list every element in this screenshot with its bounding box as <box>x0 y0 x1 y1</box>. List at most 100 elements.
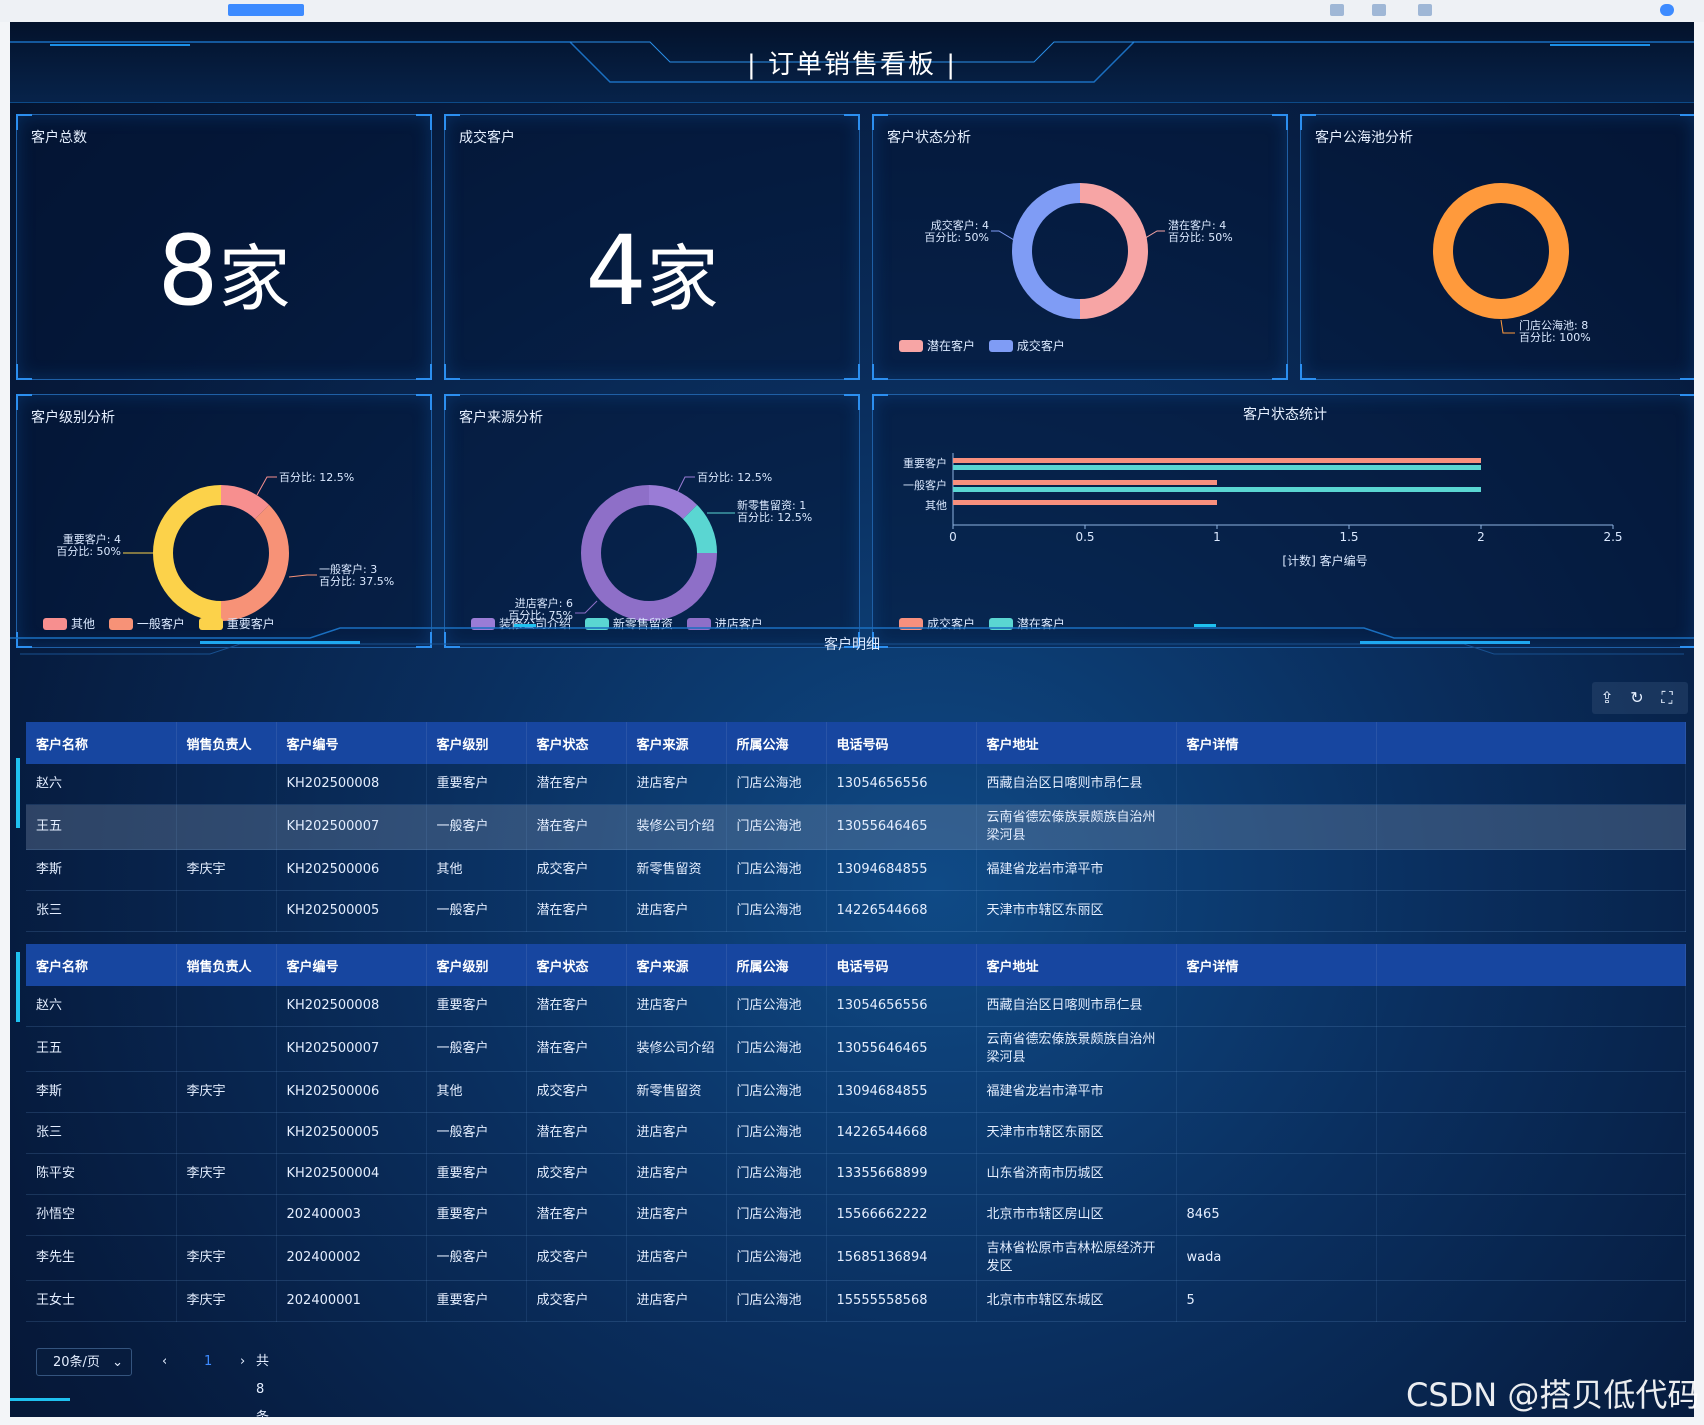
table-cell: KH202500005 <box>276 1112 427 1154</box>
column-header[interactable]: 所属公海 <box>726 944 827 986</box>
table-cell: 天津市市辖区东丽区 <box>976 1112 1177 1154</box>
column-header[interactable]: 客户级别 <box>426 722 527 764</box>
table-cell: 门店公海池 <box>726 849 827 891</box>
bar-potential[interactable] <box>953 465 1481 470</box>
legend-item[interactable]: 潜在客户 <box>899 337 975 354</box>
legend-item[interactable]: 一般客户 <box>108 615 185 632</box>
pie-slice-normal[interactable] <box>221 504 289 621</box>
table-cell <box>176 986 277 1027</box>
table-cell: 赵六 <box>26 986 177 1027</box>
bar-deal[interactable] <box>953 480 1217 485</box>
column-header[interactable]: 客户编号 <box>276 944 427 986</box>
panel-title: 客户总数 <box>31 130 87 146</box>
pie-slice-important[interactable] <box>153 485 221 621</box>
table-cell <box>176 890 277 932</box>
pie-label: 成交客户: 4 <box>931 218 989 232</box>
column-header[interactable]: 客户详情 <box>1176 944 1377 986</box>
table-row[interactable]: 王五 KH202500007 一般客户 潜在客户 装修公司介绍 门店公海池 13055646… <box>26 1026 1686 1072</box>
table-row[interactable]: 赵六 KH202500008 重要客户 潜在客户 进店客户 门店公海池 1305465655… <box>26 764 1686 805</box>
table-cell <box>176 1112 277 1154</box>
column-header[interactable]: 客户状态 <box>526 722 627 764</box>
table-cell: 门店公海池 <box>726 1280 827 1322</box>
table-cell: 赵六 <box>26 764 177 805</box>
table-cell: 天津市市辖区东丽区 <box>976 890 1177 932</box>
table-cell: wada <box>1176 1235 1377 1281</box>
pie-slice-store-pool[interactable] <box>1433 183 1569 319</box>
table-cell-spacer <box>1376 986 1686 1027</box>
bar-potential[interactable] <box>953 487 1481 492</box>
table-cell: KH202500007 <box>276 1026 427 1072</box>
table-row[interactable]: 王五 KH202500007 一般客户 潜在客户 装修公司介绍 门店公海池 13055646… <box>26 804 1686 850</box>
pie-slice-decoration[interactable] <box>649 485 698 520</box>
status-pie-panel: 客户状态分析 潜在客户: 4 百分比: 50% 成交客户: 4 百分比: 50%… <box>872 114 1288 380</box>
next-page-button[interactable]: › <box>240 1354 246 1369</box>
table-row[interactable]: 张三 KH202500005 一般客户 潜在客户 进店客户 门店公海池 1422654466… <box>26 890 1686 932</box>
table-row[interactable]: 李斯 李庆宇 KH202500006 其他 成交客户 新零售留资 门店公海池 13094684… <box>26 1071 1686 1113</box>
customer-table: 客户名称 销售负责人 客户编号 客户级别 客户状态 客户来源 所属公海 电话号码 客户地址 客户详… <box>26 944 1686 1322</box>
detail-header-frame <box>10 624 1694 655</box>
panel-title: 客户来源分析 <box>459 410 543 426</box>
prev-page-button[interactable]: ‹ <box>162 1354 168 1369</box>
bar-deal[interactable] <box>953 458 1481 463</box>
legend-item[interactable]: 成交客户 <box>988 337 1065 354</box>
table-cell: 进店客户 <box>626 890 727 932</box>
browser-icon[interactable] <box>1372 4 1386 16</box>
pie-slice-walk-in[interactable] <box>581 485 717 621</box>
table-row[interactable]: 孙悟空 202400003 重要客户 潜在客户 进店客户 门店公海池 15566662222… <box>26 1194 1686 1236</box>
table-cell: 重要客户 <box>426 764 527 805</box>
column-header[interactable]: 客户编号 <box>276 722 427 764</box>
legend-item[interactable]: 其他 <box>43 615 95 632</box>
chart-title: 客户状态统计 <box>1243 406 1327 423</box>
column-header[interactable]: 电话号码 <box>826 944 977 986</box>
table-row[interactable]: 王女士 李庆宇 202400001 重要客户 成交客户 进店客户 门店公海池 15555558… <box>26 1280 1686 1322</box>
table-cell: 李庆宇 <box>176 849 277 891</box>
column-header[interactable]: 客户来源 <box>626 944 727 986</box>
page-number[interactable]: 1 <box>204 1354 213 1369</box>
legend-item[interactable]: 重要客户 <box>198 615 275 632</box>
table-row[interactable]: 赵六 KH202500008 重要客户 潜在客户 进店客户 门店公海池 1305465655… <box>26 986 1686 1027</box>
table-cell: 5 <box>1176 1280 1377 1322</box>
table-cell: KH202500008 <box>276 986 427 1027</box>
column-header-spacer <box>1376 722 1686 764</box>
column-header[interactable]: 客户状态 <box>526 944 627 986</box>
column-header[interactable]: 销售负责人 <box>176 944 277 986</box>
table-row[interactable]: 李斯 李庆宇 KH202500006 其他 成交客户 新零售留资 门店公海池 13094684… <box>26 849 1686 891</box>
column-header[interactable]: 客户来源 <box>626 722 727 764</box>
table-row[interactable]: 李先生 李庆宇 202400002 一般客户 成交客户 进店客户 门店公海池 15685136… <box>26 1235 1686 1281</box>
fullscreen-icon[interactable]: ⛶ <box>1661 688 1673 707</box>
bar-deal[interactable] <box>953 500 1217 505</box>
table-cell: 李庆宇 <box>176 1235 277 1281</box>
column-header[interactable]: 客户详情 <box>1176 722 1377 764</box>
browser-icon[interactable] <box>1418 4 1432 16</box>
pie-slice-new-retail[interactable] <box>682 504 717 553</box>
profile-icon[interactable] <box>1660 4 1674 16</box>
pie-slice-other[interactable] <box>221 485 270 520</box>
browser-icon[interactable] <box>1330 4 1344 16</box>
browser-tab[interactable] <box>228 4 304 16</box>
column-header[interactable]: 客户地址 <box>976 944 1177 986</box>
table-row[interactable]: 陈平安 李庆宇 KH202500004 重要客户 成交客户 进店客户 门店公海池 133556… <box>26 1153 1686 1195</box>
table-cell: 一般客户 <box>426 1235 527 1281</box>
export-icon[interactable]: ⇪ <box>1600 688 1614 707</box>
pie-slice-deal[interactable] <box>1012 183 1080 319</box>
table-cell <box>176 764 277 805</box>
column-header[interactable]: 客户级别 <box>426 944 527 986</box>
column-header[interactable]: 电话号码 <box>826 722 977 764</box>
table-cell <box>1176 890 1377 932</box>
page-size-select[interactable]: 20条/页 ⌄ <box>36 1348 132 1376</box>
pie-slice-potential[interactable] <box>1080 183 1148 319</box>
pie-label: 百分比: 50% <box>56 545 121 558</box>
column-header[interactable]: 客户地址 <box>976 722 1177 764</box>
table-cell: 15555558568 <box>826 1280 977 1322</box>
column-header[interactable]: 客户名称 <box>26 944 177 986</box>
column-header[interactable]: 客户名称 <box>26 722 177 764</box>
column-header[interactable]: 所属公海 <box>726 722 827 764</box>
kpi-deal-value: 4家 <box>585 215 719 327</box>
table-cell: KH202500008 <box>276 764 427 805</box>
level-pie-legend: 其他 一般客户 重要客户 <box>43 615 285 632</box>
refresh-icon[interactable]: ↻ <box>1630 688 1644 707</box>
table-cell: 13355668899 <box>826 1153 977 1195</box>
column-header[interactable]: 销售负责人 <box>176 722 277 764</box>
table-row[interactable]: 张三 KH202500005 一般客户 潜在客户 进店客户 门店公海池 1422654466… <box>26 1112 1686 1154</box>
